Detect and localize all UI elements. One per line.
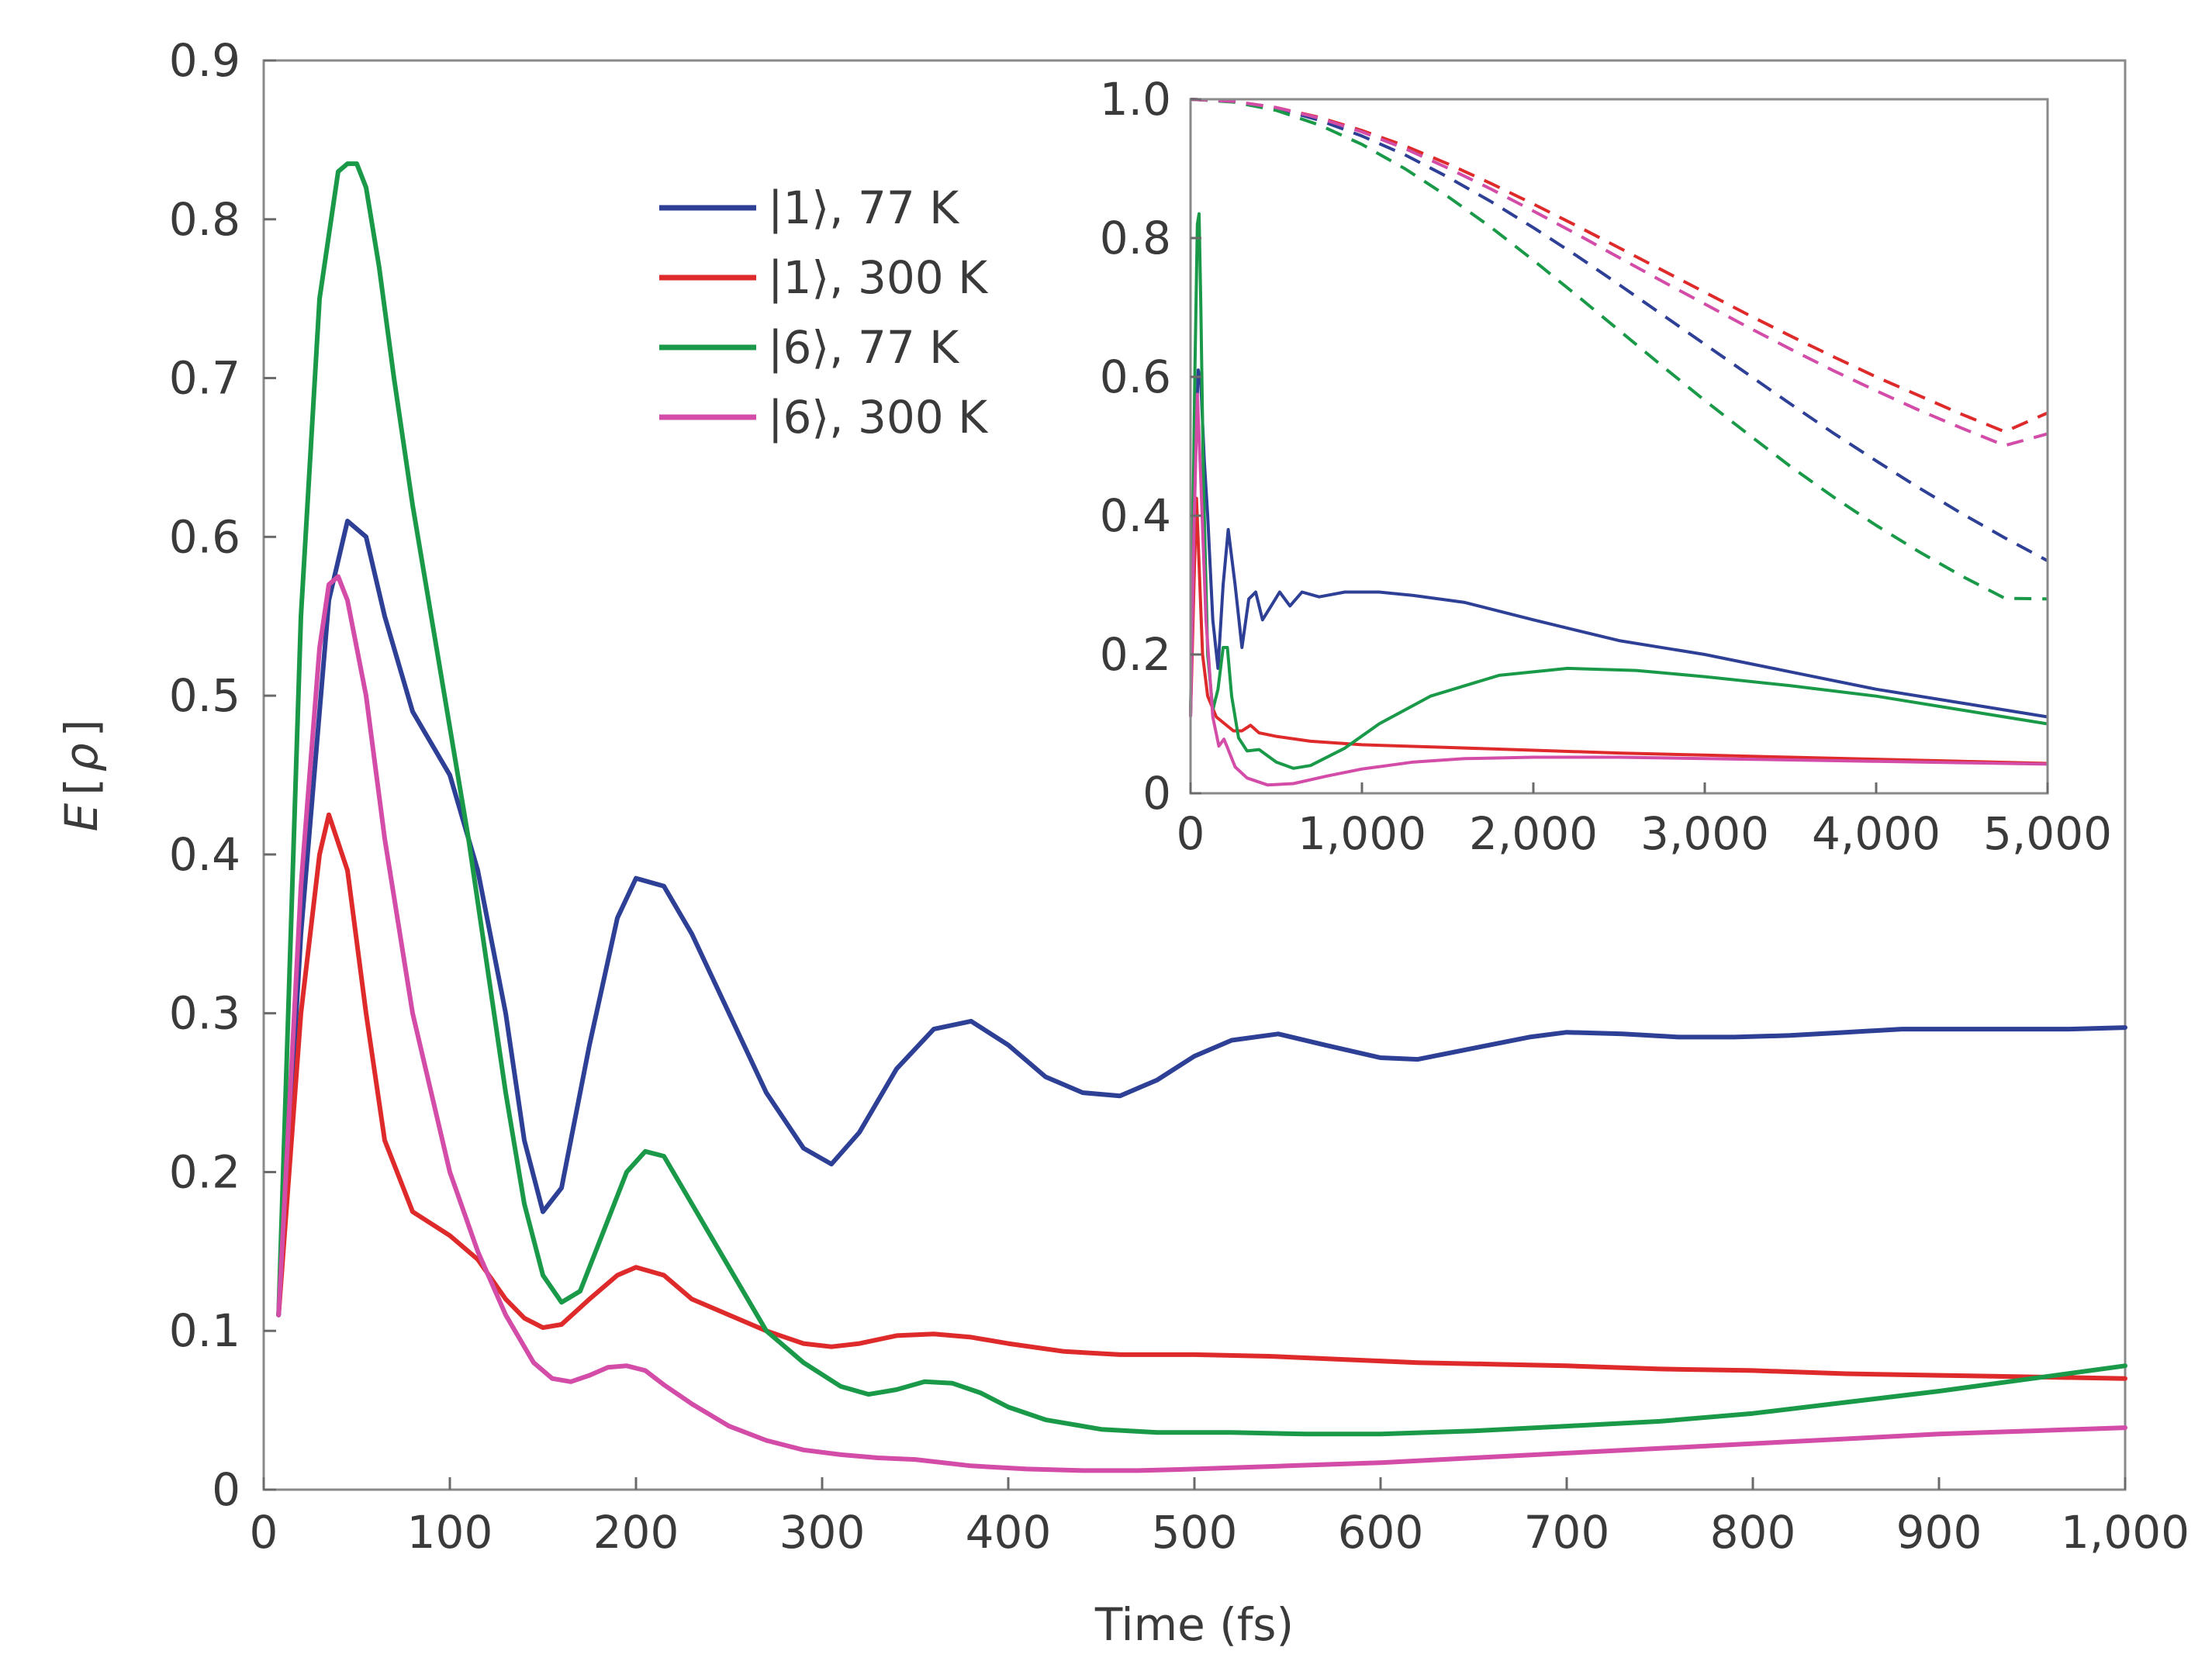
main-y-tick-label: 0.4 [169, 828, 240, 881]
inset-x-tick-label: 3,000 [1640, 807, 1769, 860]
main-y-tick-label: 0.8 [169, 193, 240, 246]
inset-y-tick-label: 0 [1142, 767, 1171, 820]
inset-y-tick-label: 0.8 [1100, 212, 1171, 264]
inset-series-line-6-77-k-dashed [1190, 98, 2048, 601]
inset-x-tick-label: 2,000 [1469, 807, 1598, 860]
x-axis-title: Time (fs) [1094, 1598, 1294, 1651]
inset-series-line-6-300-k [1189, 392, 2048, 787]
main-y-tick-label: 0.3 [169, 987, 240, 1040]
main-x-tick-label: 500 [1152, 1506, 1238, 1559]
inset-series-line-6-300-k-dashed [1190, 98, 2048, 447]
main-y-tick-label: 0.2 [169, 1145, 240, 1198]
inset-series-line-6-77-k [1189, 212, 2048, 770]
inset-x-tick-label: 1,000 [1298, 807, 1426, 860]
main-series-line-1-300-k [276, 812, 2127, 1381]
legend-label-6-77-k: |6⟩, 77 K [768, 321, 960, 374]
main-y-tick-label: 0.5 [169, 669, 240, 722]
inset-background [1191, 99, 2048, 793]
inset-series-line-1-300-k [1189, 496, 2048, 765]
inset-y-tick-label: 0.4 [1100, 489, 1171, 542]
legend: |1⟩, 77 K |1⟩, 300 K |6⟩, 77 K |6⟩, 300 K [659, 181, 989, 444]
y-axis-title-close: ] [55, 720, 108, 737]
main-x-tick-label: 400 [966, 1506, 1052, 1559]
inset-x-tick-label: 0 [1177, 807, 1205, 860]
main-x-tick-label: 200 [593, 1506, 679, 1559]
inset-x-tick-label: 4,000 [1812, 807, 1941, 860]
inset-y-tick-label: 0.2 [1100, 628, 1171, 681]
inset-x-tick-label: 5,000 [1983, 807, 2112, 860]
main-y-tick-label: 0.7 [169, 352, 240, 405]
main-y-tick-label: 0.1 [169, 1304, 240, 1357]
inset-series [1189, 98, 2048, 787]
y-axis-title: E [ ρ] [55, 720, 108, 832]
main-x-tick-label: 900 [1896, 1506, 1982, 1559]
main-series [276, 161, 2127, 1473]
main-x-tick-label: 600 [1338, 1506, 1424, 1559]
legend-label-6-300-k: |6⟩, 300 K [768, 391, 989, 444]
y-axis-title-open: [ [55, 778, 108, 796]
main-x-tick-label: 700 [1524, 1506, 1610, 1559]
inset-y-tick-label: 0.6 [1100, 351, 1171, 403]
main-x-tick-label: 800 [1710, 1506, 1796, 1559]
main-y-tick-label: 0 [212, 1463, 240, 1516]
main-series-line-1-77-k [276, 518, 2127, 1317]
svg-text:E[ρ]: E [ ρ] [55, 720, 108, 832]
main-tick-labels: 0 100 200 300 400 500 600 700 800 900 1,000 0 0.1 0.2… [169, 34, 2190, 1559]
y-axis-title-rho: ρ [55, 743, 108, 772]
main-series-line-6-300-k [276, 574, 2127, 1473]
inset-series-line-1-77-k-dashed [1190, 98, 2048, 562]
inset-plot-frame [1189, 98, 2049, 795]
legend-label-1-77-k: |1⟩, 77 K [768, 181, 960, 234]
main-x-tick-label: 300 [779, 1506, 866, 1559]
inset-series-line-1-77-k [1189, 368, 2048, 719]
inset-y-tick-label: 1.0 [1100, 73, 1171, 126]
main-series-line-6-77-k [276, 161, 2127, 1437]
main-ticks [262, 59, 2127, 1491]
main-y-tick-label: 0.9 [169, 34, 240, 87]
y-axis-title-e: E [55, 803, 108, 831]
main-x-tick-label: 100 [407, 1506, 493, 1559]
main-x-tick-label: 1,000 [2061, 1506, 2190, 1559]
main-x-tick-label: 0 [250, 1506, 278, 1559]
main-y-tick-label: 0.6 [169, 510, 240, 563]
legend-label-1-300-k: |1⟩, 300 K [768, 251, 989, 304]
inset-ticks [1189, 98, 2049, 795]
inset-tick-labels: 0 1,000 2,000 3,000 4,000 5,000 0 0.2 0.4 0.6 0.8 1… [1100, 73, 2112, 860]
